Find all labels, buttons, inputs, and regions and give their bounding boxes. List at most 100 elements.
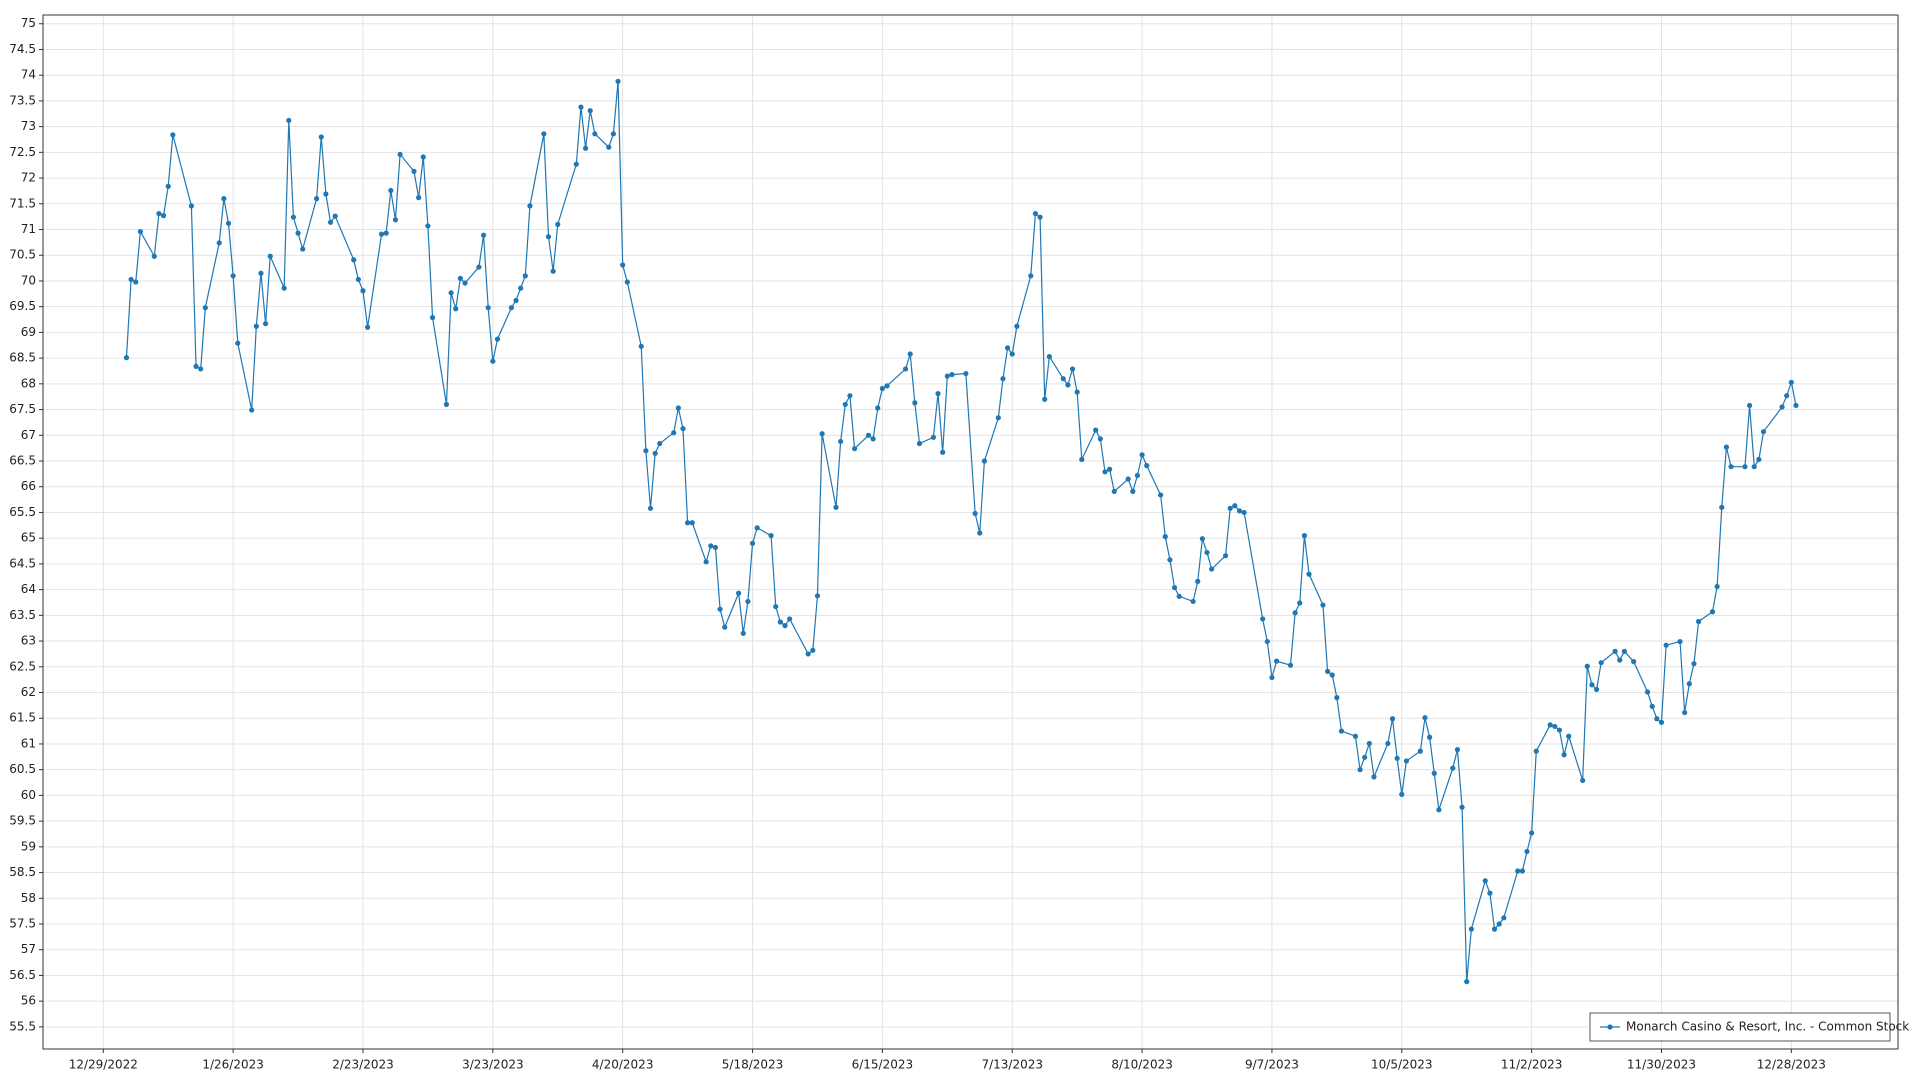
point: [1598, 660, 1604, 666]
x-tick-label: 1/26/2023: [202, 1058, 264, 1072]
legend-box: [1589, 1012, 1891, 1042]
point: [1301, 533, 1307, 539]
point: [1195, 578, 1201, 584]
point: [1529, 830, 1535, 836]
point: [1338, 728, 1345, 734]
point: [1552, 723, 1558, 730]
point: [1399, 791, 1405, 797]
point: [981, 458, 988, 464]
point: [1788, 379, 1794, 385]
point: [1654, 716, 1660, 722]
point: [1491, 926, 1498, 932]
point: [1199, 536, 1205, 542]
y-tick-label: 55.5: [9, 1019, 36, 1033]
point: [453, 306, 459, 312]
point: [513, 297, 519, 304]
point: [1468, 926, 1474, 932]
point: [133, 279, 139, 285]
y-tick-label: 56: [21, 994, 36, 1008]
y-tick-label: 57: [21, 942, 36, 956]
x-tick-label: 8/10/2023: [1111, 1058, 1173, 1072]
point: [1566, 733, 1572, 739]
point: [1204, 549, 1210, 556]
x-tick-label: 11/2/2023: [1501, 1058, 1563, 1072]
y-tick-label: 58.5: [9, 865, 36, 879]
point: [606, 144, 612, 150]
point: [151, 253, 157, 259]
point: [249, 407, 255, 413]
point: [1028, 273, 1034, 279]
point: [1742, 464, 1748, 470]
point: [1631, 659, 1637, 665]
point: [1561, 752, 1567, 758]
point: [1171, 584, 1178, 591]
point: [1209, 566, 1215, 572]
point: [1760, 429, 1767, 435]
point: [963, 370, 969, 377]
point: [411, 168, 417, 174]
x-tick-label: 10/5/2023: [1371, 1058, 1433, 1072]
y-tick-label: 70.5: [9, 248, 36, 262]
y-tick-label: 63: [21, 634, 36, 648]
point: [1009, 351, 1015, 357]
point: [768, 533, 774, 539]
point: [253, 323, 259, 329]
point: [1037, 214, 1043, 220]
point: [1065, 382, 1071, 388]
point: [1042, 396, 1048, 402]
point: [773, 603, 779, 610]
point: [1324, 668, 1331, 675]
point: [847, 393, 853, 399]
point: [1297, 600, 1303, 606]
y-tick-label: 72.5: [9, 145, 36, 159]
y-tick-label: 58: [21, 891, 36, 905]
point: [1320, 602, 1326, 608]
point: [123, 355, 130, 361]
point: [518, 285, 524, 291]
y-tick-label: 59.5: [9, 814, 36, 828]
y-tick-label: 61: [21, 736, 36, 750]
point: [1176, 593, 1182, 599]
x-tick-label: 4/20/2023: [592, 1058, 654, 1072]
point: [281, 285, 287, 291]
x-tick-label: 3/23/2023: [462, 1058, 524, 1072]
y-tick-label: 71: [21, 222, 36, 236]
point: [1366, 740, 1372, 747]
point: [749, 540, 756, 546]
point: [165, 183, 171, 189]
point: [1677, 638, 1683, 645]
y-tick-label: 63.5: [9, 608, 36, 622]
point: [582, 145, 589, 151]
point: [1130, 488, 1136, 494]
point: [1422, 715, 1428, 721]
point: [235, 340, 241, 346]
y-tick-label: 59: [21, 839, 36, 853]
y-tick-label: 61.5: [9, 711, 36, 725]
point: [643, 448, 649, 454]
point: [1069, 366, 1076, 372]
point: [258, 270, 264, 276]
y-tick-label: 67.5: [9, 402, 36, 416]
point: [1556, 727, 1563, 733]
point: [865, 432, 872, 438]
point: [1403, 758, 1410, 764]
point: [657, 440, 663, 447]
point: [1269, 674, 1275, 681]
point: [286, 117, 292, 124]
point: [842, 401, 848, 408]
point: [1723, 444, 1730, 450]
point: [1389, 716, 1396, 722]
point: [1162, 534, 1168, 540]
point: [740, 630, 746, 636]
point: [1000, 376, 1006, 382]
point: [902, 366, 909, 372]
point: [448, 290, 454, 296]
point: [870, 436, 876, 442]
y-tick-label: 62: [21, 685, 36, 699]
x-tick-label: 11/30/2023: [1627, 1058, 1696, 1072]
plot-frame: [42, 14, 1899, 1050]
point: [314, 196, 320, 202]
point: [1125, 476, 1131, 482]
